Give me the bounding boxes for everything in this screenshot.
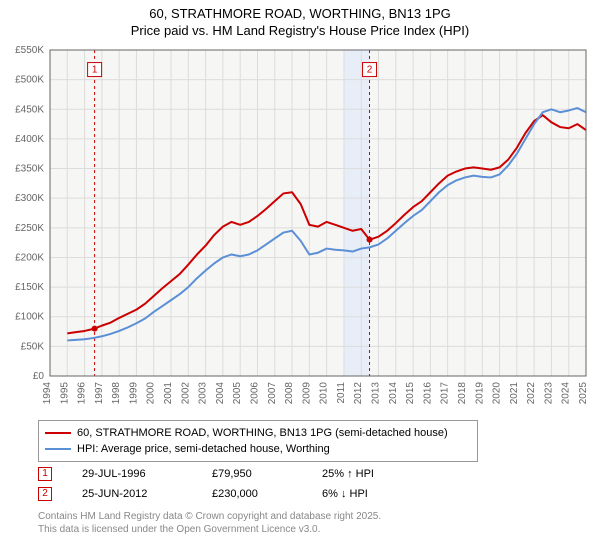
svg-text:2021: 2021 [509, 382, 520, 405]
svg-text:2015: 2015 [405, 382, 416, 405]
svg-text:£550K: £550K [15, 45, 44, 56]
sale-date: 25-JUN-2012 [82, 488, 212, 500]
svg-text:2007: 2007 [267, 382, 278, 405]
svg-text:1999: 1999 [128, 382, 139, 405]
svg-text:£500K: £500K [15, 75, 44, 86]
chart-svg: £0 £50K £100K £150K £200K £250K £300K £350K £400… [0, 44, 600, 414]
svg-text:2000: 2000 [146, 382, 157, 405]
svg-text:2010: 2010 [319, 382, 330, 405]
svg-text:2025: 2025 [578, 382, 589, 405]
svg-text:£0: £0 [33, 371, 45, 382]
svg-text:2011: 2011 [336, 382, 347, 404]
svg-text:£400K: £400K [15, 134, 44, 145]
svg-text:2014: 2014 [388, 382, 399, 405]
svg-text:2024: 2024 [561, 382, 572, 405]
title-line-2: Price paid vs. HM Land Registry's House … [0, 23, 600, 40]
legend: 60, STRATHMORE ROAD, WORTHING, BN13 1PG … [38, 420, 478, 462]
sale-marker-icon: 1 [38, 467, 52, 481]
svg-text:1: 1 [92, 65, 98, 76]
svg-text:2004: 2004 [215, 382, 226, 405]
svg-text:£150K: £150K [15, 282, 44, 293]
svg-text:1995: 1995 [59, 382, 70, 405]
svg-text:1994: 1994 [42, 382, 53, 405]
title-line-1: 60, STRATHMORE ROAD, WORTHING, BN13 1PG [0, 6, 600, 23]
chart-title: 60, STRATHMORE ROAD, WORTHING, BN13 1PG … [0, 0, 600, 40]
sale-hpi-delta: 6% ↓ HPI [322, 488, 368, 500]
svg-text:2005: 2005 [232, 382, 243, 405]
svg-text:2017: 2017 [440, 382, 451, 405]
legend-item-price-paid: 60, STRATHMORE ROAD, WORTHING, BN13 1PG … [45, 425, 471, 441]
svg-text:£350K: £350K [15, 164, 44, 175]
legend-label-hpi: HPI: Average price, semi-detached house,… [77, 443, 330, 455]
footer-line-1: Contains HM Land Registry data © Crown c… [38, 510, 381, 523]
svg-text:2: 2 [367, 65, 373, 76]
svg-text:2019: 2019 [474, 382, 485, 405]
legend-label-price-paid: 60, STRATHMORE ROAD, WORTHING, BN13 1PG … [77, 427, 448, 439]
svg-text:2001: 2001 [163, 382, 174, 405]
svg-text:2023: 2023 [543, 382, 554, 405]
sale-row: 2 25-JUN-2012 £230,000 6% ↓ HPI [38, 484, 578, 504]
svg-text:2002: 2002 [180, 382, 191, 405]
legend-swatch-hpi [45, 448, 71, 450]
svg-text:£450K: £450K [15, 104, 44, 115]
svg-text:2022: 2022 [526, 382, 537, 405]
svg-text:£50K: £50K [21, 341, 45, 352]
svg-text:2016: 2016 [422, 382, 433, 405]
svg-text:2008: 2008 [284, 382, 295, 405]
sale-date: 29-JUL-1996 [82, 468, 212, 480]
svg-text:2006: 2006 [249, 382, 260, 405]
sale-price: £230,000 [212, 488, 322, 500]
svg-text:2003: 2003 [198, 382, 209, 405]
chart-plot: £0 £50K £100K £150K £200K £250K £300K £350K £400… [0, 44, 600, 414]
sale-row: 1 29-JUL-1996 £79,950 25% ↑ HPI [38, 464, 578, 484]
legend-swatch-price-paid [45, 432, 71, 434]
svg-text:£200K: £200K [15, 252, 44, 263]
svg-text:£250K: £250K [15, 223, 44, 234]
sale-marker-icon: 2 [38, 487, 52, 501]
legend-item-hpi: HPI: Average price, semi-detached house,… [45, 441, 471, 457]
chart-container: 60, STRATHMORE ROAD, WORTHING, BN13 1PG … [0, 0, 600, 560]
svg-text:2012: 2012 [353, 382, 364, 405]
svg-text:2009: 2009 [301, 382, 312, 405]
svg-text:1997: 1997 [94, 382, 105, 405]
footer-line-2: This data is licensed under the Open Gov… [38, 523, 381, 536]
sale-price: £79,950 [212, 468, 322, 480]
sale-hpi-delta: 25% ↑ HPI [322, 468, 374, 480]
sales-list: 1 29-JUL-1996 £79,950 25% ↑ HPI 2 25-JUN… [38, 464, 578, 504]
svg-text:2020: 2020 [492, 382, 503, 405]
svg-text:£100K: £100K [15, 312, 44, 323]
svg-text:1998: 1998 [111, 382, 122, 405]
svg-text:2013: 2013 [371, 382, 382, 405]
svg-text:2018: 2018 [457, 382, 468, 405]
svg-text:1996: 1996 [77, 382, 88, 405]
footer-attribution: Contains HM Land Registry data © Crown c… [38, 510, 381, 536]
svg-text:£300K: £300K [15, 193, 44, 204]
